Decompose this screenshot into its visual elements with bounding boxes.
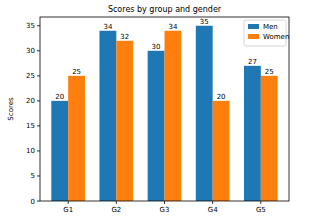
bar <box>165 31 182 201</box>
data-label: 20 <box>217 93 226 101</box>
y-tick-label: 20 <box>26 97 35 105</box>
bar <box>116 41 133 201</box>
chart: 20 34 30 35 27 25 32 34 20 25 0 5 10 15 20 25 30 35 G1 G2 G3… <box>0 0 320 224</box>
data-label: 34 <box>168 23 177 31</box>
y-tick-label: 0 <box>31 198 35 206</box>
data-label: 25 <box>72 68 81 76</box>
bar <box>261 76 278 201</box>
x-tick-label: G2 <box>111 206 121 214</box>
y-tick <box>37 75 40 76</box>
data-labels: 20 34 30 35 27 25 32 34 20 25 <box>55 18 273 101</box>
x-tick <box>116 201 117 204</box>
x-tick-label: G1 <box>63 206 73 214</box>
data-label: 30 <box>152 43 161 51</box>
x-tick-label: G5 <box>256 206 266 214</box>
bar <box>196 26 213 201</box>
bar <box>148 51 165 201</box>
x-tick <box>68 201 69 204</box>
y-tick-label: 35 <box>26 22 35 30</box>
y-tick-label: 30 <box>26 47 35 55</box>
y-axis-label: Scores <box>7 97 15 121</box>
plot-frame <box>40 17 289 201</box>
x-tick <box>212 201 213 204</box>
data-label: 25 <box>265 68 274 76</box>
y-tick <box>37 175 40 176</box>
y-tick-label: 25 <box>26 72 35 80</box>
data-label: 35 <box>200 18 209 26</box>
legend-label: Men <box>263 23 278 31</box>
bar <box>99 31 116 201</box>
y-tick <box>37 25 40 26</box>
y-tick <box>37 100 40 101</box>
y-tick-label: 15 <box>26 122 35 130</box>
legend-swatch <box>248 24 259 29</box>
title: Scores by group and gender <box>108 5 222 14</box>
y-tick <box>37 201 40 202</box>
bar <box>213 101 230 201</box>
x-tick <box>260 201 261 204</box>
data-label: 32 <box>120 33 129 41</box>
x-tick-label: G3 <box>160 206 170 214</box>
y-tick-label: 5 <box>31 172 35 180</box>
data-label: 20 <box>55 93 64 101</box>
x-tick <box>164 201 165 204</box>
y-tick <box>37 150 40 151</box>
y-tick <box>37 125 40 126</box>
y-tick-label: 10 <box>26 147 35 155</box>
data-label: 34 <box>103 23 112 31</box>
x-tick-label: G4 <box>208 206 218 214</box>
bar <box>244 66 261 201</box>
legend: Men Women <box>244 20 289 46</box>
bar <box>51 101 68 201</box>
legend-label: Women <box>263 33 289 41</box>
bars <box>51 26 277 201</box>
y-tick <box>37 50 40 51</box>
bar <box>68 76 85 201</box>
data-label: 27 <box>248 58 257 66</box>
legend-swatch <box>248 34 259 39</box>
